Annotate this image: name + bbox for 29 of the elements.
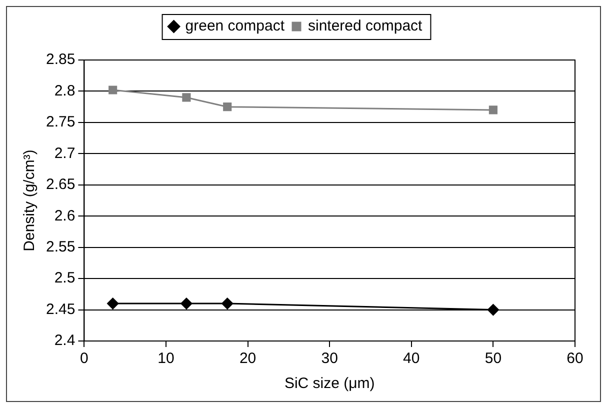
point [182,93,191,102]
x-tick-label: 10 [158,350,174,368]
y-tick-label: 2.5 [54,270,76,287]
y-tick-label: 2.8 [54,82,76,100]
y-tick-label: 2.65 [46,176,76,194]
point [222,298,234,310]
x-tick-label: 20 [239,350,256,368]
point [488,106,498,114]
x-tick-label: 60 [566,350,584,368]
y-tick-label: 2.4 [54,332,76,350]
x-tick-label: 0 [80,350,88,368]
y-tick-label: 2.85 [46,51,76,68]
y-tick-label: 2.45 [46,300,76,318]
point [487,304,499,316]
y-tick-label: 2.55 [46,238,76,256]
y-axis-title: Density (g/cm³) [21,150,38,252]
point [223,102,232,112]
legend-label: sintered compact [308,18,424,35]
legend-label: green compact [185,18,286,35]
x-axis-title: SiC size (μm) [284,375,375,392]
point [107,298,119,310]
x-tick-label: 30 [321,350,338,368]
point [108,86,118,94]
y-tick-label: 2.7 [54,144,76,162]
x-tick-label: 50 [484,350,502,368]
y-tick-label: 2.6 [54,207,76,224]
point [180,298,192,310]
y-tick-label: 2.75 [46,114,76,131]
x-tick-label: 40 [403,350,420,368]
